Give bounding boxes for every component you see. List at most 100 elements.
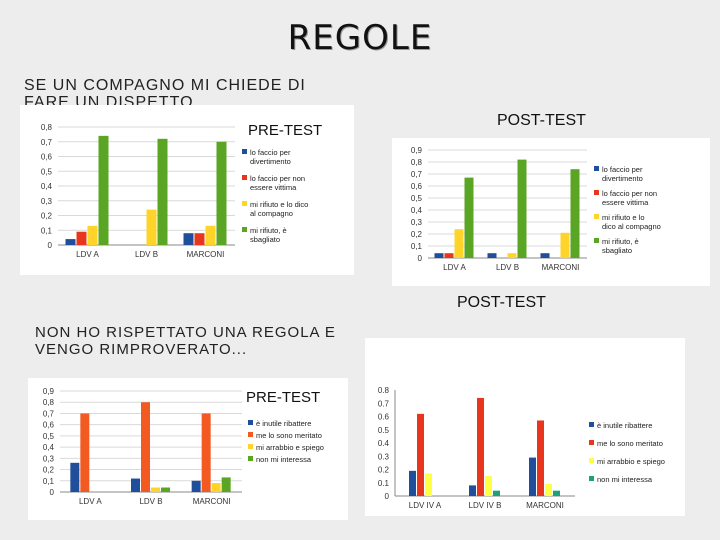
bar-2-4 bbox=[161, 487, 170, 492]
slide-title: REGOLE bbox=[287, 18, 433, 58]
y-tick-label: 0,3 bbox=[411, 218, 423, 227]
legend-entry: mi rifiuto e lo dico al compagno bbox=[602, 213, 661, 231]
x-tick-label: LDV A bbox=[76, 250, 99, 259]
y-tick-label: 0 bbox=[48, 241, 53, 250]
chart-panel-post-test-top: 0 0,1 0,2 0,3 0,4 0,5 0,6 0,7 0,8 0,9 LDV A LDV B MA… bbox=[392, 138, 710, 286]
bar-1-3 bbox=[425, 473, 432, 496]
bar-2-4 bbox=[157, 138, 168, 245]
x-tick-label: LDV A bbox=[443, 263, 466, 272]
x-tick-label: MARCONI bbox=[193, 497, 231, 506]
bar-3-4 bbox=[221, 477, 231, 492]
bar-2-4 bbox=[493, 490, 500, 496]
chart-panel-pre-test-top: 0 0,1 0,2 0,3 0,4 0,5 0,6 0,7 0,8 LDV A LDV B MARCO… bbox=[20, 105, 354, 275]
y-tick-label: 0,8 bbox=[411, 158, 423, 167]
bar-2-2 bbox=[477, 397, 484, 496]
caption-bottom: NON HO RISPETTATO UNA REGOLA E VENGO RIM… bbox=[35, 324, 336, 358]
legend-entry: lo faccio per divertimento bbox=[250, 148, 291, 166]
bar-1-1 bbox=[70, 462, 80, 492]
bar-3-4 bbox=[216, 141, 227, 245]
bar-1-3 bbox=[454, 229, 464, 258]
bar-2-1 bbox=[131, 478, 140, 492]
bar-3-3 bbox=[205, 225, 216, 245]
legend-swatch bbox=[248, 456, 253, 461]
bar-1-1 bbox=[409, 470, 416, 496]
y-tick-label: 0 bbox=[50, 488, 55, 497]
legend-swatch bbox=[589, 458, 594, 463]
legend-entry: lo faccio per non essere vittima bbox=[602, 189, 657, 207]
y-tick-label: 0,4 bbox=[41, 182, 53, 191]
y-tick-label: 0,6 bbox=[41, 153, 53, 162]
legend-swatch bbox=[242, 175, 247, 180]
y-tick-label: 0.1 bbox=[378, 479, 390, 488]
y-tick-label: 0,4 bbox=[411, 206, 423, 215]
bar-1-4 bbox=[98, 135, 109, 245]
bar-1-3 bbox=[87, 225, 98, 245]
y-tick-label: 0 bbox=[385, 492, 390, 501]
legend-swatch bbox=[242, 201, 247, 206]
y-tick-label: 0,4 bbox=[43, 443, 55, 452]
bar-3-2 bbox=[201, 413, 211, 492]
bar-2-3 bbox=[146, 209, 157, 245]
legend-swatch bbox=[248, 432, 253, 437]
y-tick-label: 0,8 bbox=[41, 123, 53, 132]
chart-title: PRE-TEST bbox=[248, 122, 322, 139]
legend-swatch bbox=[589, 476, 594, 481]
y-tick-label: 0,2 bbox=[411, 230, 423, 239]
y-tick-label: 0.2 bbox=[378, 466, 390, 475]
bar-3-4 bbox=[570, 169, 580, 258]
bar-3-1 bbox=[540, 253, 550, 258]
chart-title: PRE-TEST bbox=[246, 389, 320, 406]
post-test-label-top: POST-TEST bbox=[497, 112, 586, 129]
y-tick-label: 0.3 bbox=[378, 452, 390, 461]
y-tick-label: 0,9 bbox=[411, 146, 423, 155]
legend-swatch bbox=[594, 238, 599, 243]
y-tick-label: 0.6 bbox=[378, 413, 390, 422]
bar-3-3 bbox=[560, 232, 570, 258]
legend-entry: mi rifiuto, è sbagliato bbox=[602, 237, 639, 255]
bar-2-3 bbox=[485, 476, 492, 496]
bar-2-3 bbox=[507, 253, 517, 258]
y-tick-label: 0,1 bbox=[43, 477, 55, 486]
y-tick-label: 0,3 bbox=[43, 454, 55, 463]
x-tick-label: LDV IV A bbox=[409, 501, 442, 510]
legend-swatch bbox=[589, 422, 594, 427]
y-tick-label: 0,2 bbox=[43, 466, 55, 475]
bar-1-2 bbox=[444, 253, 454, 258]
x-tick-label: LDV IV B bbox=[469, 501, 502, 510]
y-tick-label: 0,5 bbox=[411, 194, 423, 203]
bar-3-2 bbox=[537, 420, 544, 496]
legend-entry: lo faccio per divertimento bbox=[602, 165, 643, 183]
bar-2-1 bbox=[469, 485, 476, 496]
y-tick-label: 0,5 bbox=[43, 432, 55, 441]
y-tick-label: 0,9 bbox=[43, 387, 55, 396]
chart-post-test-bottom: 0 0.1 0.2 0.3 0.4 0.5 0.6 0.7 0.8 LDV IV A LDV IV … bbox=[378, 386, 665, 510]
legend-entry: mi rifiuto e lo dico al compagno bbox=[250, 200, 308, 218]
bar-1-1 bbox=[434, 253, 444, 258]
legend-entry: è inutile ribattere bbox=[256, 419, 311, 428]
bar-3-2 bbox=[194, 233, 205, 245]
bar-2-2 bbox=[141, 402, 150, 492]
x-tick-label: MARCONI bbox=[542, 263, 580, 272]
legend-entry: me lo sono meritato bbox=[597, 439, 663, 448]
y-tick-label: 0,8 bbox=[43, 398, 55, 407]
bar-3-1 bbox=[183, 233, 194, 245]
y-tick-label: 0,7 bbox=[411, 170, 423, 179]
legend-entry: non mi interessa bbox=[256, 455, 312, 464]
bar-1-2 bbox=[76, 231, 87, 245]
chart-pre-test-top: 0 0,1 0,2 0,3 0,4 0,5 0,6 0,7 0,8 LDV A LDV B MARCO… bbox=[41, 122, 322, 259]
legend-swatch bbox=[589, 440, 594, 445]
legend-swatch bbox=[248, 444, 253, 449]
bar-2-1 bbox=[487, 253, 497, 258]
x-tick-label: LDV A bbox=[79, 497, 102, 506]
y-tick-label: 0 bbox=[418, 254, 423, 263]
legend-swatch bbox=[242, 149, 247, 154]
bar-3-4 bbox=[553, 490, 560, 496]
bar-3-3 bbox=[545, 484, 552, 496]
legend-swatch bbox=[594, 190, 599, 195]
y-tick-label: 0,3 bbox=[41, 197, 53, 206]
legend-swatch bbox=[594, 214, 599, 219]
bar-2-3 bbox=[151, 487, 160, 492]
y-tick-label: 0.5 bbox=[378, 426, 390, 435]
x-tick-label: LDV B bbox=[135, 250, 158, 259]
y-tick-label: 0.8 bbox=[378, 386, 390, 395]
